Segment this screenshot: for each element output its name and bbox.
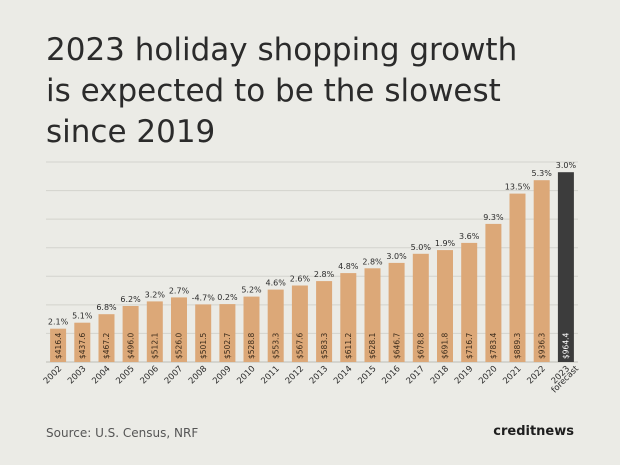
bar-chart: $416.4 2.1% 2002 $437.6 5.1% 2003 $467.2 6.8% 20… [42,161,582,395]
bar-value-label: $611.2 [344,333,353,359]
x-tick-label: 2017 [405,364,427,386]
growth-label: 5.0% [411,243,432,252]
bar-2020 [485,223,502,362]
bar-value-label: $691.8 [441,333,450,359]
bar-2022 [533,180,550,362]
x-tick-label: 2011 [259,364,281,386]
chart-title: 2023 holiday shopping growth is expected… [46,30,606,153]
chart-bars [50,172,574,362]
growth-label: 2.1% [48,318,69,327]
bar-value-label: $512.1 [151,333,160,359]
title-line-3: since 2019 [46,114,216,150]
growth-label: 4.8% [338,262,359,271]
growth-label: 3.0% [386,252,407,261]
growth-label: 3.0% [556,161,577,170]
growth-label: 3.2% [145,290,166,299]
title-line-2: is expected to be the slowest [46,73,501,109]
bar-value-label: $783.4 [489,333,498,359]
growth-label: 5.3% [532,169,553,178]
bar-2003 [74,322,91,362]
bar-value-label: $502.7 [223,333,232,359]
bar-value-label: $678.8 [417,333,426,359]
bar-value-label: $501.5 [199,333,208,359]
growth-label: 1.9% [435,239,456,248]
bar-2018 [437,250,453,362]
bar-2007 [171,297,187,362]
bar-value-label: $553.3 [271,333,280,359]
source-note: Source: U.S. Census, NRF [46,426,199,440]
brand-logo: creditnews [493,424,574,439]
growth-label: 9.3% [483,213,504,222]
bar-value-label: $628.1 [368,333,377,359]
bar-value-label: $716.7 [465,333,474,359]
bar-2017 [412,253,429,362]
bar-2012 [291,285,308,362]
growth-label: 2.7% [169,286,190,295]
bar-value-label: $496.0 [126,333,135,359]
bar-value-label: $964.4 [562,333,571,359]
x-tick-label: 2018 [429,364,451,386]
title-line-1: 2023 holiday shopping growth [46,32,518,68]
x-tick-label: 2007 [163,364,185,386]
bar-2023 [557,172,574,362]
x-tick-label: 2014 [332,364,354,386]
growth-label: 2.6% [290,275,311,284]
bar-2006 [146,301,163,362]
x-tick-label: 2019 [453,364,475,386]
x-tick-label: 2021 [501,364,523,386]
x-tick-label: 2020 [477,364,499,386]
bar-value-label: $889.3 [513,333,522,359]
growth-label: -4.7% [192,293,216,302]
bar-2009 [219,304,236,362]
growth-label: 5.2% [241,286,262,295]
x-tick-label: 2008 [187,364,209,386]
growth-label: 0.2% [217,293,238,302]
bar-value-label: $528.8 [247,333,256,359]
bar-2013 [316,281,333,362]
x-tick-label: 2004 [90,364,112,386]
bar-value-label: $567.6 [296,333,305,359]
bar-2011 [267,289,284,362]
x-tick-label: 2010 [235,364,257,386]
x-tick-label: 2009 [211,364,233,386]
bar-2021 [509,193,526,362]
bar-2016 [388,262,405,362]
bar-value-label: $526.0 [175,333,184,359]
growth-label: 13.5% [505,183,531,192]
x-tick-label: 2003 [66,364,88,386]
bar-2002 [50,328,67,362]
x-tick-label: 2012 [284,364,306,386]
x-tick-label: 2015 [356,364,378,386]
bar-value-label: $467.2 [102,333,111,359]
bar-value-label: $437.6 [78,333,87,359]
x-tick-label: 2016 [380,364,402,386]
growth-label: 5.1% [72,312,93,321]
growth-label: 6.2% [120,295,141,304]
growth-label: 4.6% [266,279,287,288]
x-tick-label: 2013 [308,364,330,386]
bar-2005 [122,306,139,362]
bar-2010 [243,296,260,362]
bar-2015 [364,268,381,362]
bar-2008 [195,304,212,362]
growth-label: 2.8% [362,257,383,266]
x-tick-label: 2022 [525,364,547,386]
bar-2004 [98,314,115,362]
x-tick-label: 2006 [139,364,161,386]
bar-2014 [340,273,357,362]
growth-label: 3.6% [459,232,480,241]
bar-value-label: $583.3 [320,333,329,359]
growth-label: 6.8% [96,303,117,312]
x-tick-label: 2005 [114,364,136,386]
growth-label: 2.8% [314,270,335,279]
x-tick-label: 2002 [42,364,64,386]
bar-2019 [461,242,478,362]
bar-value-label: $646.7 [392,333,401,359]
bar-value-label: $936.3 [537,333,546,359]
bar-value-label: $416.4 [54,333,63,359]
